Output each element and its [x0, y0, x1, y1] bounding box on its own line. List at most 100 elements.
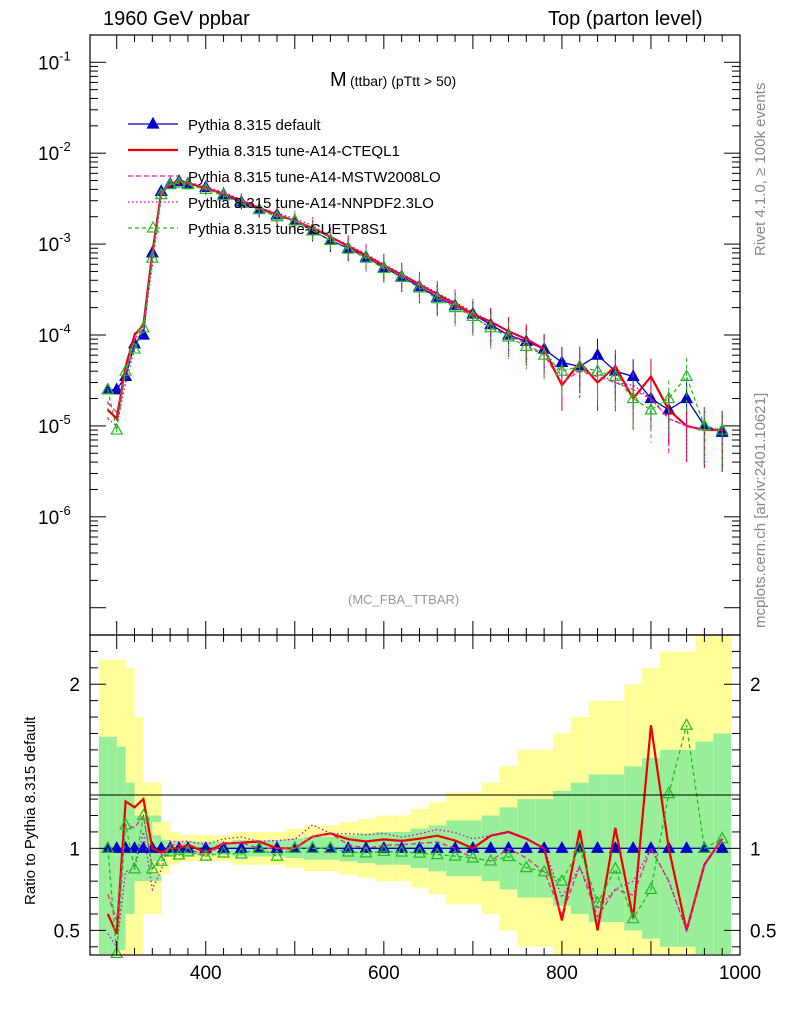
series-line-1: [107, 180, 723, 432]
ratio-marker-4: [217, 845, 231, 858]
plot-title-main: M: [330, 69, 347, 91]
ratio-marker-4: [697, 841, 711, 853]
ratio-marker-4: [680, 718, 694, 730]
ratio-marker-4: [537, 864, 551, 877]
ratio-marker-4: [501, 849, 516, 862]
ratio-marker-4: [323, 841, 337, 853]
ratio-marker-0: [110, 841, 124, 853]
series-line-4: [107, 182, 723, 431]
series-marker-0: [110, 382, 124, 395]
ratio-marker-0: [128, 841, 142, 853]
series-marker-4: [519, 339, 533, 351]
legend-marker-0: [146, 116, 160, 129]
series-marker-4: [181, 177, 195, 190]
series-marker-4: [644, 402, 658, 415]
ratio-marker-4: [181, 844, 195, 857]
ratio-y-tick-label-left: 1: [69, 839, 80, 860]
series-marker-4: [697, 418, 711, 431]
ratio-y-tick-label-right: 0.5: [750, 921, 776, 942]
series-marker-4: [626, 391, 640, 404]
series-marker-4: [448, 300, 462, 313]
axis-ticks: 400 600 800 1000 10-1 10-2 10-3 10-4 10-5 10-6 0.5…: [38, 35, 776, 984]
ratio-marker-4: [270, 848, 284, 861]
main-y-tick-label: 10-6: [38, 503, 71, 529]
legend-label-0: Pythia 8.315 default: [188, 117, 321, 134]
ratio-line-4: [107, 725, 723, 954]
ratio-marker-0: [644, 841, 658, 853]
ratio-marker-0: [430, 841, 444, 853]
ratio-y-tick-label-right: 2: [750, 675, 761, 696]
series-marker-4: [110, 422, 124, 435]
series-marker-4: [119, 363, 133, 376]
series-marker-4: [288, 213, 302, 226]
ratio-marker-4: [644, 882, 658, 894]
series-marker-4: [395, 270, 409, 283]
legend-label-3: Pythia 8.315 tune-A14-NNPDF2.3LO: [188, 195, 434, 212]
legend-label-4: Pythia 8.315 tune-CUETP8S1: [188, 221, 387, 238]
ratio-y-tick-label-left: 0.5: [54, 921, 80, 942]
ratio-y-axis-label: Ratio to Pythia 8.315 default: [22, 716, 39, 905]
series-marker-0: [591, 347, 605, 360]
series-marker-4: [537, 347, 551, 360]
ratio-marker-4: [555, 873, 569, 886]
series-marker-4: [377, 261, 391, 274]
series-marker-4: [412, 280, 426, 293]
main-y-tick-label: 10-4: [38, 321, 71, 347]
ratio-marker-4: [484, 853, 498, 866]
series-marker-4: [359, 250, 373, 263]
ratio-marker-4: [110, 946, 124, 958]
series-marker-4: [234, 196, 248, 209]
series-marker-4: [341, 241, 355, 254]
series-marker-4: [662, 391, 676, 404]
ratio-marker-4: [306, 841, 320, 853]
ratio-marker-4: [395, 844, 409, 857]
series-line-2: [107, 179, 723, 431]
ratio-marker-4: [154, 854, 168, 866]
ratio-marker-4: [119, 817, 133, 830]
ratio-marker-4: [199, 848, 213, 861]
series-marker-4: [270, 209, 284, 222]
ratio-marker-4: [359, 845, 373, 858]
main-y-tick-label: 10-5: [38, 412, 71, 438]
ratio-marker-4: [412, 845, 426, 858]
series-marker-4: [154, 187, 168, 200]
series-marker-4: [199, 182, 213, 194]
main-y-tick-label: 10-3: [38, 230, 71, 256]
series-marker-4: [163, 177, 177, 190]
side-rivet-info: Rivet 4.1.0, ≥ 100k events: [752, 82, 769, 256]
main-series-layer: [101, 174, 729, 472]
series-marker-4: [680, 369, 694, 382]
series-marker-4: [591, 363, 605, 376]
ratio-y-tick-label-right: 1: [750, 839, 761, 860]
series-marker-4: [573, 359, 587, 372]
ratio-marker-4: [377, 844, 391, 856]
series-marker-4: [136, 320, 150, 333]
legend-label-1: Pythia 8.315 tune-A14-CTEQL1: [188, 143, 400, 160]
series-marker-4: [306, 223, 320, 236]
ratio-marker-4: [145, 861, 159, 874]
plot-title-sub: (ttbar) (pTtt > 50): [350, 73, 456, 89]
series-marker-4: [555, 363, 569, 376]
series-marker-4: [145, 250, 159, 263]
series-line-3: [107, 179, 723, 431]
analysis-watermark: (MC_FBA_TTBAR): [348, 592, 459, 607]
series-marker-4: [466, 309, 480, 322]
ratio-y-tick-label-left: 2: [69, 675, 80, 696]
series-marker-4: [252, 202, 266, 215]
header-energy: 1960 GeV ppbar: [103, 8, 250, 30]
series-marker-4: [484, 320, 498, 333]
side-mcplots-info: mcplots.cern.ch [arXiv:2401.10621]: [752, 392, 769, 628]
ratio-marker-4: [591, 895, 605, 908]
main-y-tick-label: 10-2: [38, 139, 71, 165]
x-tick-label: 600: [368, 963, 400, 984]
header-process: Top (parton level): [548, 8, 703, 30]
ratio-marker-4: [341, 844, 355, 857]
series-marker-4: [128, 341, 142, 354]
legend: Pythia 8.315 default Pythia 8.315 tune-A1…: [128, 116, 441, 238]
series-marker-4: [430, 291, 444, 304]
series-marker-4: [608, 369, 622, 382]
ratio-marker-4: [466, 850, 480, 863]
x-tick-label: 800: [546, 963, 578, 984]
